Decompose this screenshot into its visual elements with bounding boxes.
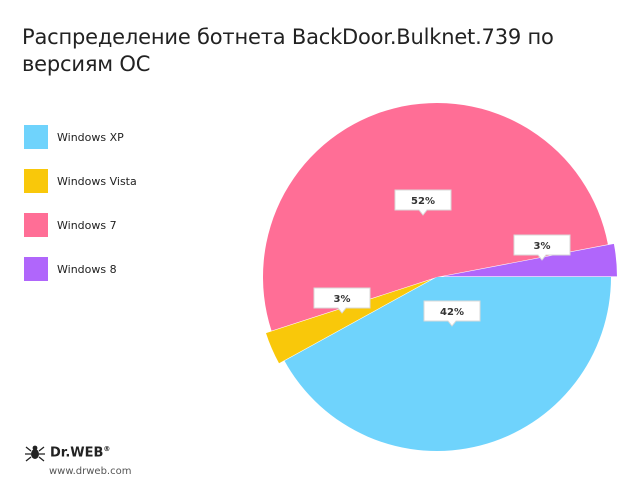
- legend-swatch: [24, 169, 48, 193]
- drweb-logo: Dr.WEB®: [24, 444, 110, 462]
- chart-title: Распределение ботнета BackDoor.Bulknet.7…: [22, 25, 554, 76]
- pie-slice-windows-xp: [284, 277, 611, 451]
- data-label-text: 42%: [440, 307, 464, 318]
- legend-label: Windows 8: [57, 262, 117, 276]
- legend-swatch: [24, 213, 48, 237]
- legend-item: Windows XP: [24, 124, 137, 150]
- data-label: 42%: [423, 300, 481, 327]
- website-link[interactable]: www.drweb.com: [49, 466, 132, 477]
- legend-item: Windows 7: [24, 212, 137, 238]
- data-label: 52%: [394, 189, 452, 216]
- data-label-text: 52%: [411, 196, 435, 207]
- legend: Windows XP Windows Vista Windows 7 Windows …: [24, 124, 137, 300]
- logo-text: Dr.WEB®: [50, 445, 111, 461]
- legend-item: Windows 8: [24, 256, 137, 282]
- data-label: 3%: [513, 234, 571, 261]
- pie-slice-windows-8: [442, 243, 617, 277]
- data-label: 3%: [313, 287, 371, 314]
- pie-slice-windows-7: [262, 102, 608, 331]
- legend-item: Windows Vista: [24, 168, 137, 194]
- data-label-text: 3%: [334, 294, 351, 305]
- spider-icon: [25, 445, 45, 462]
- data-label-text: 3%: [534, 241, 551, 252]
- legend-swatch: [24, 257, 48, 281]
- legend-label: Windows Vista: [57, 174, 137, 188]
- pie-slice-windows-vista: [266, 279, 432, 364]
- legend-label: Windows 7: [57, 218, 117, 232]
- legend-swatch: [24, 125, 48, 149]
- legend-label: Windows XP: [57, 130, 124, 144]
